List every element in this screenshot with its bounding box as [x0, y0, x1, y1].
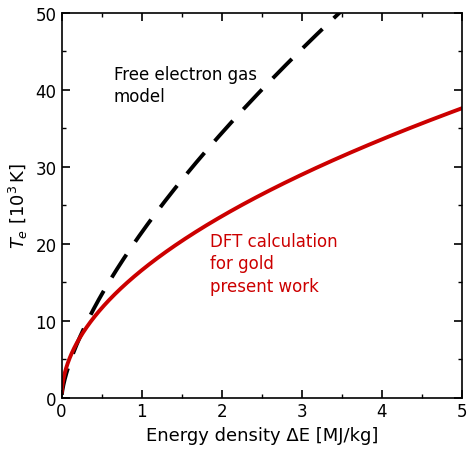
Text: DFT calculation
for gold
present work: DFT calculation for gold present work: [210, 233, 337, 295]
Text: Free electron gas
model: Free electron gas model: [114, 66, 256, 106]
X-axis label: Energy density ΔE [MJ/kg]: Energy density ΔE [MJ/kg]: [146, 426, 378, 444]
Y-axis label: $T_e\ \mathrm{[10^3\,K]}$: $T_e\ \mathrm{[10^3\,K]}$: [7, 163, 30, 249]
